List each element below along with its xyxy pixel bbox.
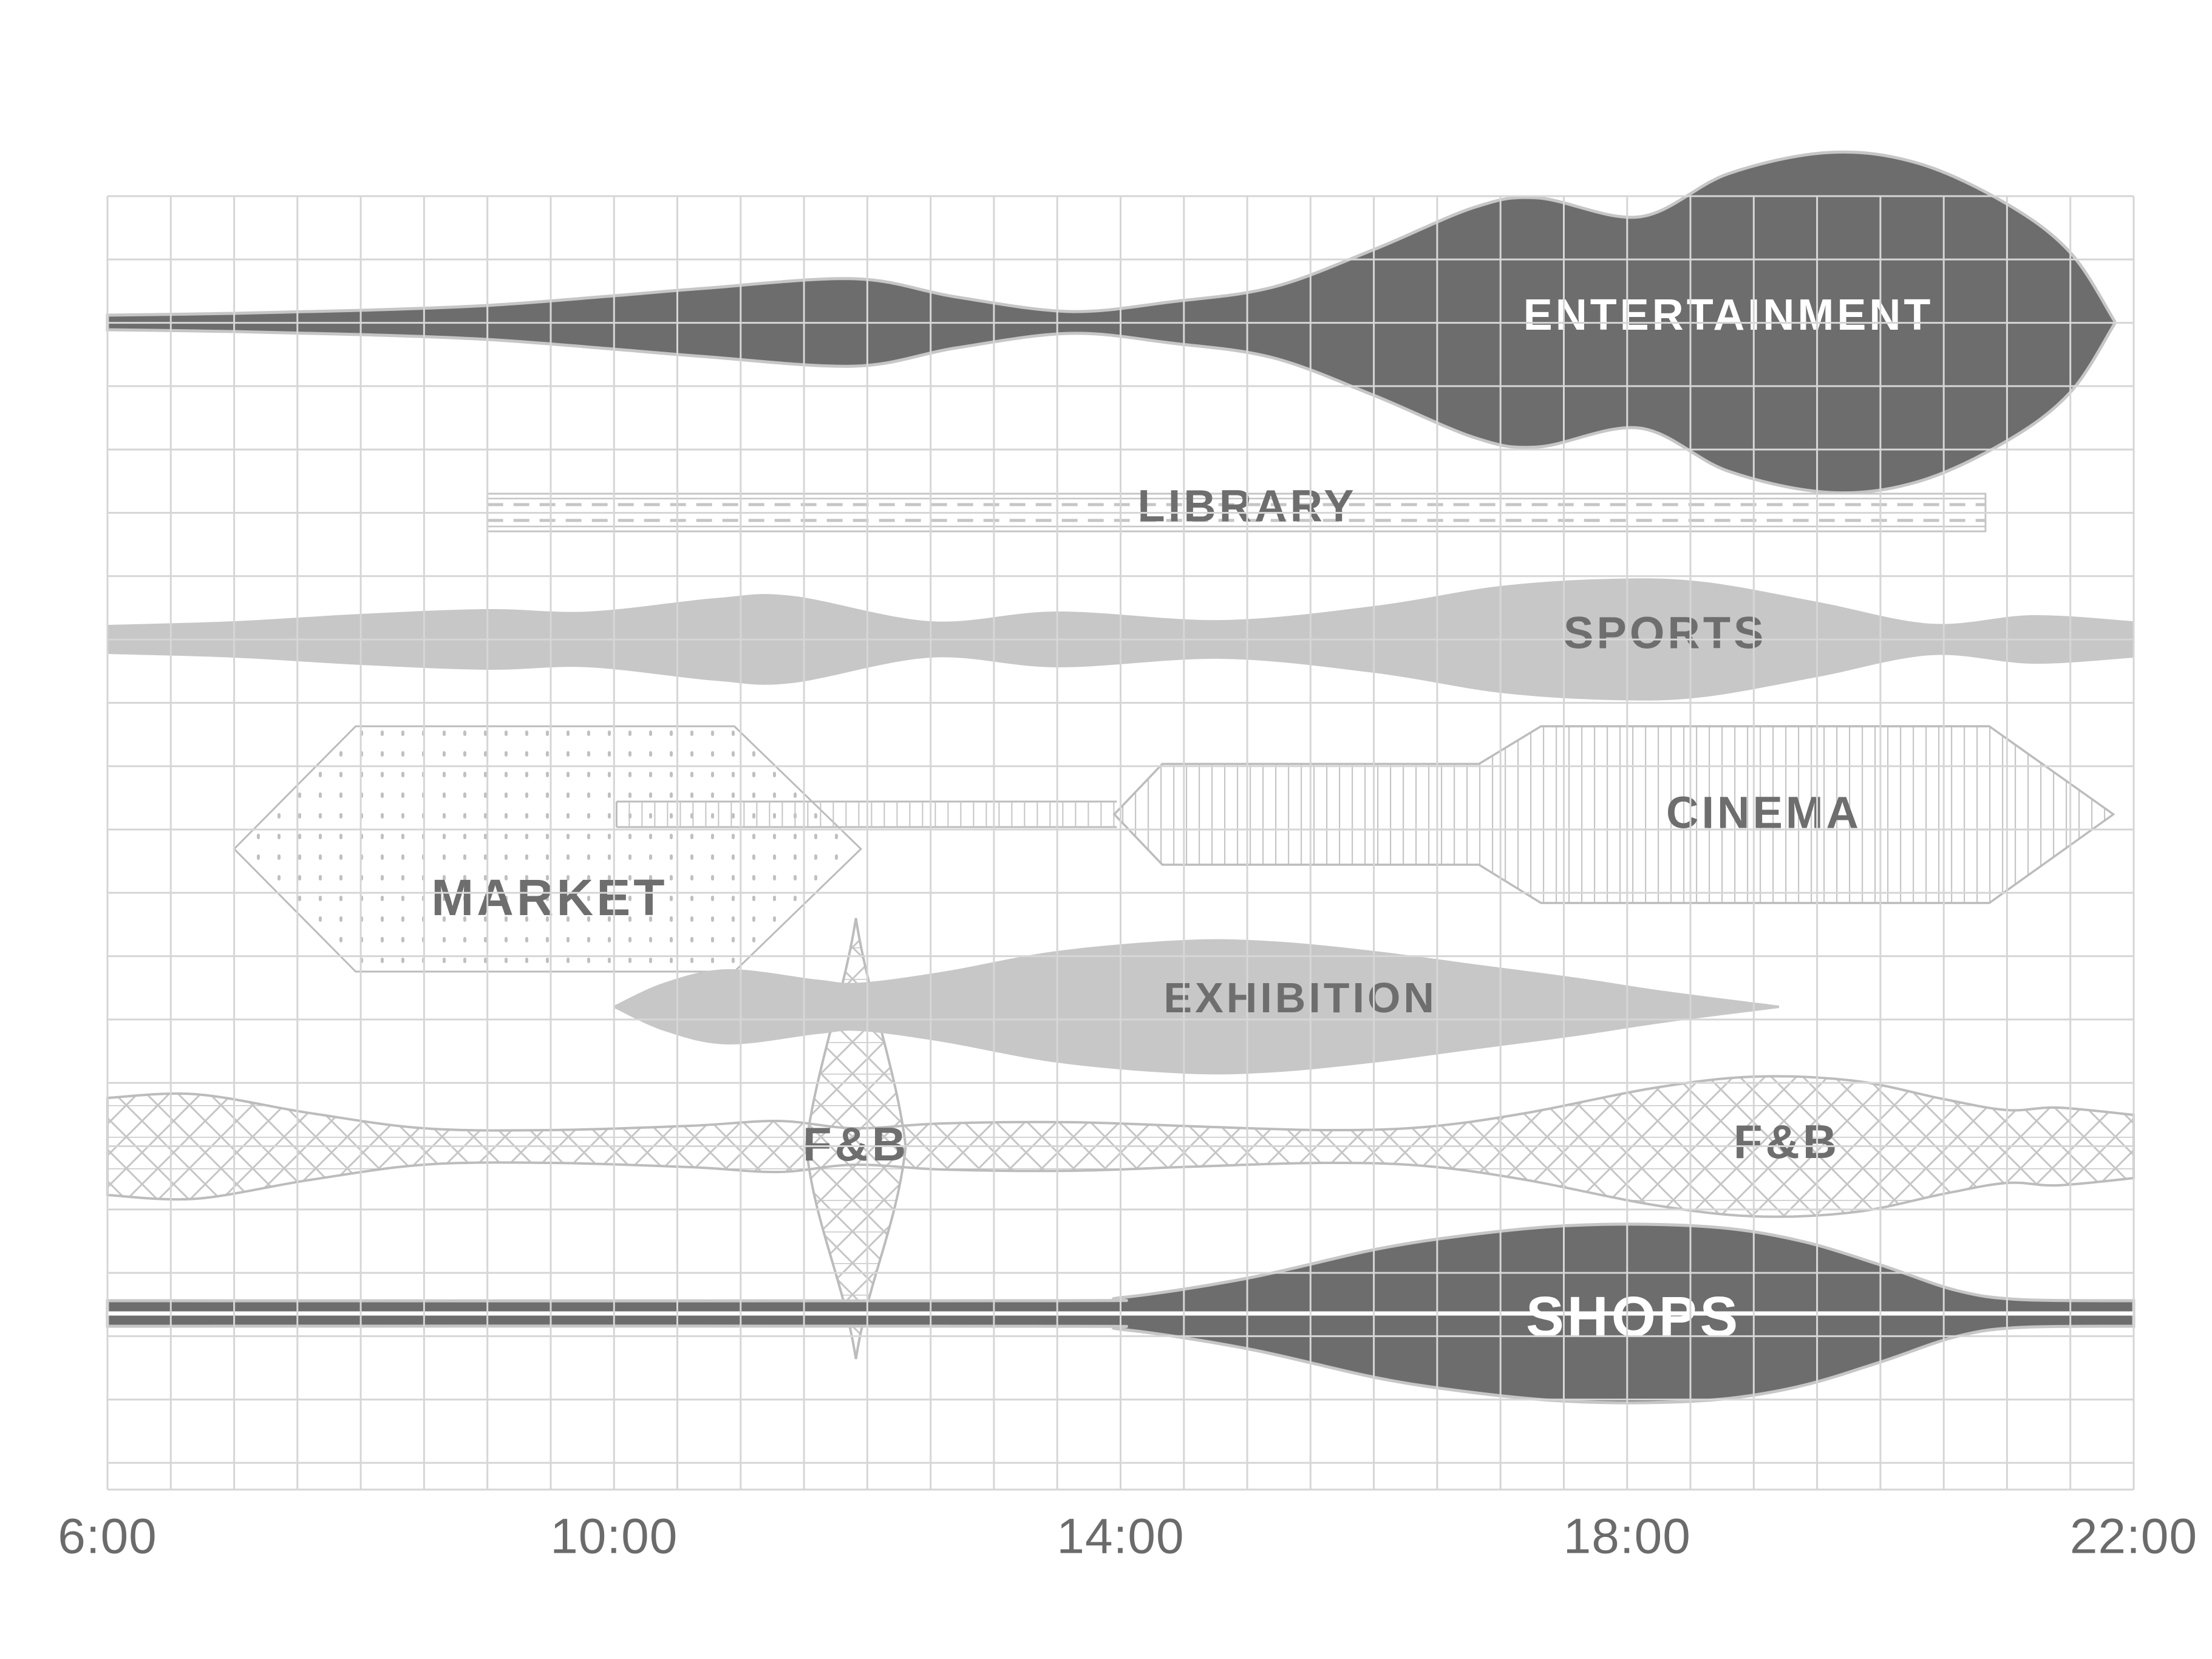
- label-fb: F&B: [1734, 1115, 1840, 1168]
- x-axis-labels: 6:00 10:00 14:00 18:00 22:00: [58, 1509, 2197, 1564]
- grid-overlay: [106, 195, 2135, 1491]
- cinema-polygon: [1112, 725, 2115, 904]
- x-tick-label-1400: 14:00: [1057, 1509, 1184, 1564]
- x-tick-label-1800: 18:00: [1564, 1509, 1691, 1564]
- label-entertainment: ENTERTAINMENT: [1523, 291, 1934, 339]
- label-sports: SPORTS: [1564, 608, 1766, 658]
- label-fb: F&B: [803, 1117, 909, 1171]
- x-tick-label-2200: 22:00: [2070, 1509, 2197, 1564]
- label-shops: SHOPS: [1526, 1285, 1741, 1349]
- label-exhibition: EXHIBITION: [1163, 974, 1437, 1021]
- exhibition-violin: [614, 939, 1779, 1075]
- grid-lines: [106, 195, 2135, 1491]
- market-hexagon: [233, 725, 863, 973]
- series-market: [233, 725, 863, 973]
- category-labels: ENTERTAINMENTLIBRARYSPORTSMARKETCINEMAEX…: [431, 291, 1934, 1349]
- series-cinema: [615, 725, 2115, 904]
- x-tick-label-1000: 10:00: [550, 1509, 678, 1564]
- label-market: MARKET: [431, 869, 667, 926]
- label-library: LIBRARY: [1138, 481, 1357, 531]
- x-tick-label-600: 6:00: [58, 1509, 157, 1564]
- series-exhibition: [614, 939, 1779, 1075]
